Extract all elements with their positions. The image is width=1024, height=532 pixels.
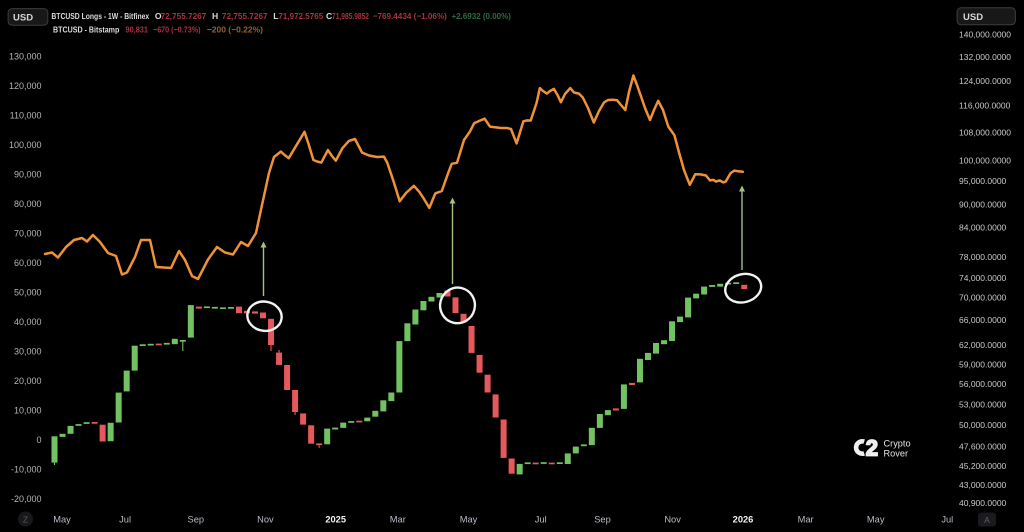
svg-text:108,000.0000: 108,000.0000 bbox=[959, 128, 1011, 138]
svg-text:2025: 2025 bbox=[325, 515, 346, 525]
svg-text:USD: USD bbox=[13, 13, 33, 24]
svg-text:124,000.0000: 124,000.0000 bbox=[959, 76, 1011, 86]
svg-text:72,755.7267: 72,755.7267 bbox=[222, 11, 268, 21]
svg-text:−769.4434 (−1.06%): −769.4434 (−1.06%) bbox=[373, 11, 447, 21]
svg-text:Mar: Mar bbox=[390, 515, 406, 525]
svg-text:2: 2 bbox=[866, 436, 878, 461]
svg-text:BTCUSD - Bitstamp: BTCUSD - Bitstamp bbox=[53, 25, 119, 35]
svg-text:78,000.0000: 78,000.0000 bbox=[959, 252, 1007, 262]
svg-text:Jul: Jul bbox=[119, 515, 131, 525]
svg-text:Z: Z bbox=[23, 514, 28, 524]
svg-text:Mar: Mar bbox=[798, 515, 814, 525]
svg-text:50,000: 50,000 bbox=[14, 288, 42, 298]
svg-text:95,000.0000: 95,000.0000 bbox=[959, 176, 1007, 186]
svg-text:53,000.0000: 53,000.0000 bbox=[959, 400, 1007, 410]
svg-text:60,000: 60,000 bbox=[14, 258, 42, 268]
svg-text:Rover: Rover bbox=[884, 448, 909, 458]
svg-text:50,000.0000: 50,000.0000 bbox=[959, 420, 1007, 430]
svg-text:O: O bbox=[155, 11, 162, 21]
svg-text:BTCUSD Longs - 1W - Bitfinex: BTCUSD Longs - 1W - Bitfinex bbox=[51, 11, 149, 21]
svg-text:Jul: Jul bbox=[535, 515, 547, 525]
svg-text:71,985.9852: 71,985.9852 bbox=[332, 11, 369, 21]
svg-text:Nov: Nov bbox=[257, 515, 274, 525]
svg-text:132,000.0000: 132,000.0000 bbox=[959, 52, 1011, 62]
svg-text:72,755.7267: 72,755.7267 bbox=[161, 11, 207, 21]
svg-text:71,972.5765: 71,972.5765 bbox=[278, 11, 323, 21]
svg-text:USD: USD bbox=[963, 12, 983, 23]
svg-text:2026: 2026 bbox=[733, 515, 754, 525]
svg-text:10,000: 10,000 bbox=[14, 406, 42, 416]
svg-text:47,600.0000: 47,600.0000 bbox=[959, 441, 1007, 451]
svg-text:40,000: 40,000 bbox=[14, 317, 42, 327]
svg-text:110,000: 110,000 bbox=[10, 111, 42, 121]
svg-text:140,000.0000: 140,000.0000 bbox=[959, 30, 1011, 40]
svg-text:100,000: 100,000 bbox=[9, 140, 42, 150]
svg-text:0: 0 bbox=[36, 435, 41, 445]
svg-text:90,000: 90,000 bbox=[14, 170, 42, 180]
svg-text:45,200.0000: 45,200.0000 bbox=[959, 461, 1007, 471]
svg-text:May: May bbox=[460, 515, 478, 525]
svg-text:90,831: 90,831 bbox=[126, 25, 149, 35]
svg-text:43,000.0000: 43,000.0000 bbox=[959, 480, 1007, 490]
svg-text:Sep: Sep bbox=[594, 515, 611, 525]
svg-text:80,000: 80,000 bbox=[14, 199, 42, 209]
svg-text:70,000: 70,000 bbox=[14, 229, 42, 239]
svg-text:90,000.0000: 90,000.0000 bbox=[959, 199, 1007, 209]
svg-text:-20,000: -20,000 bbox=[11, 494, 42, 504]
svg-text:Crypto: Crypto bbox=[884, 439, 911, 449]
svg-text:130,000: 130,000 bbox=[9, 52, 42, 62]
svg-text:40,900.0000: 40,900.0000 bbox=[959, 498, 1007, 508]
svg-text:H: H bbox=[212, 11, 218, 21]
svg-text:A: A bbox=[984, 515, 990, 525]
svg-text:74,000.0000: 74,000.0000 bbox=[959, 273, 1007, 283]
svg-text:May: May bbox=[53, 515, 71, 525]
svg-text:Sep: Sep bbox=[188, 515, 205, 525]
svg-text:100,000.0000: 100,000.0000 bbox=[959, 156, 1011, 166]
svg-text:120,000: 120,000 bbox=[9, 81, 42, 91]
svg-text:30,000: 30,000 bbox=[14, 347, 42, 357]
svg-text:+2.6932 (0.00%): +2.6932 (0.00%) bbox=[452, 11, 512, 21]
svg-text:Nov: Nov bbox=[664, 515, 681, 525]
svg-text:−670 (−0.73%): −670 (−0.73%) bbox=[153, 25, 201, 35]
svg-text:59,000.0000: 59,000.0000 bbox=[959, 360, 1007, 370]
svg-text:70,000.0000: 70,000.0000 bbox=[959, 293, 1007, 303]
svg-text:−200 (−0.22%): −200 (−0.22%) bbox=[207, 25, 263, 35]
svg-text:56,000.0000: 56,000.0000 bbox=[959, 379, 1007, 389]
svg-text:20,000: 20,000 bbox=[14, 376, 42, 386]
svg-text:66,000.0000: 66,000.0000 bbox=[959, 315, 1007, 325]
svg-text:L: L bbox=[273, 11, 278, 21]
svg-text:C: C bbox=[326, 11, 332, 21]
svg-text:Jul: Jul bbox=[941, 515, 953, 525]
svg-text:May: May bbox=[867, 515, 885, 525]
svg-text:116,000.0000: 116,000.0000 bbox=[959, 101, 1011, 111]
svg-text:84,000.0000: 84,000.0000 bbox=[959, 223, 1007, 233]
svg-text:-10,000: -10,000 bbox=[11, 465, 42, 475]
svg-text:62,000.0000: 62,000.0000 bbox=[959, 340, 1007, 350]
